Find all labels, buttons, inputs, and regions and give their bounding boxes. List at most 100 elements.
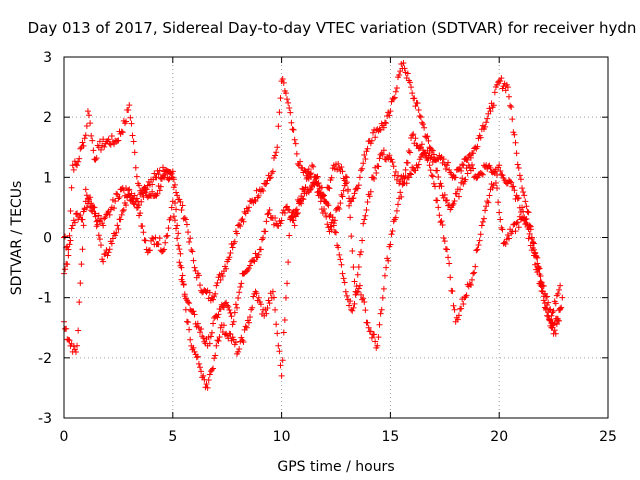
data-point [531,240,538,247]
x-tick-label: 20 [490,429,508,445]
data-point [453,190,460,197]
data-point [392,88,399,95]
data-point [288,119,295,126]
data-point [371,331,378,338]
data-point [350,304,357,311]
data-point [185,299,192,306]
data-point [360,295,367,302]
data-point [301,167,308,174]
data-point [386,112,393,119]
data-point [510,221,517,228]
data-point [284,203,291,210]
data-point [133,173,140,180]
data-point [204,384,211,391]
data-point [195,360,202,367]
data-point [182,306,189,313]
data-point [391,94,398,101]
data-point [359,237,366,244]
data-point [285,99,292,106]
data-point [416,112,423,119]
data-point [508,179,515,186]
data-point [467,281,474,288]
data-point [500,83,507,90]
data-point [263,310,270,317]
data-point [157,175,164,182]
data-point [265,297,272,304]
data-point [132,164,139,171]
data-point [142,189,149,196]
data-point [346,302,353,309]
data-point [190,257,197,264]
data-point [504,232,511,239]
data-point [309,162,316,169]
data-point [230,318,237,325]
data-point [208,329,215,336]
data-point [338,261,345,268]
data-point [331,217,338,224]
data-point [496,162,503,169]
data-point [82,186,89,193]
data-point [428,172,435,179]
data-point [176,259,183,266]
data-point [524,221,531,228]
data-point [100,222,107,229]
data-point [264,211,271,218]
data-point [263,218,270,225]
data-point [282,294,289,301]
data-point [92,213,99,220]
data-point [361,299,368,306]
data-point [90,204,97,211]
data-point [342,173,349,180]
data-point [556,286,563,293]
data-point [87,194,94,201]
data-point [466,280,473,287]
data-point [364,145,371,152]
data-point [288,213,295,220]
data-point [392,168,399,175]
data-point [79,139,86,146]
data-point [359,165,366,172]
data-point [139,190,146,197]
data-point [393,85,400,92]
data-point [86,112,93,119]
data-point [350,195,357,202]
data-point [280,79,287,86]
data-point [525,235,532,242]
data-point [151,170,158,177]
data-point [368,334,375,341]
data-point [129,132,136,139]
data-point [168,170,175,177]
data-point [275,123,282,130]
data-point [343,292,350,299]
data-point [544,312,551,319]
data-point [349,307,356,314]
data-point [249,304,256,311]
data-point [265,210,272,217]
data-point [354,271,361,278]
data-point [319,191,326,198]
data-point [183,221,190,228]
data-point [406,79,413,86]
data-point [486,192,493,199]
data-point [190,308,197,315]
data-point [96,236,103,243]
data-point [455,312,462,319]
data-point [157,183,164,190]
data-point [171,200,178,207]
data-point [442,245,449,252]
data-point [482,207,489,214]
data-point [446,166,453,173]
data-point [443,246,450,253]
data-point [236,289,243,296]
data-point [338,163,345,170]
data-point [153,174,160,181]
data-point [401,65,408,72]
data-point [423,134,430,141]
data-point [212,352,219,359]
data-point [91,210,98,217]
data-point [227,249,234,256]
data-point [421,124,428,131]
data-point [367,188,374,195]
data-point [473,247,480,254]
